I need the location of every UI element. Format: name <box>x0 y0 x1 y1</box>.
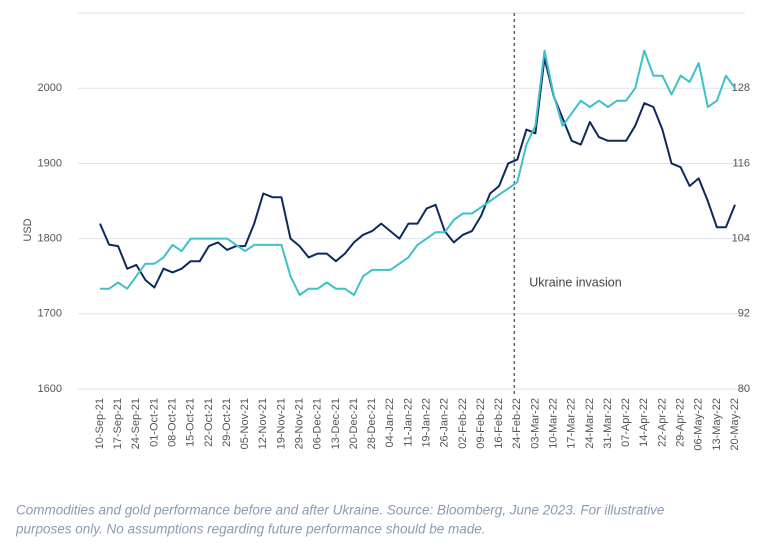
x-tick-label: 26-Jan-22 <box>439 398 451 448</box>
caption: Commodities and gold performance before … <box>16 503 664 518</box>
y-tick-label: 1800 <box>38 233 62 245</box>
y-tick-label: 2000 <box>38 82 62 94</box>
y2-tick-label: 80 <box>738 383 750 395</box>
x-tick-label: 15-Oct-21 <box>185 398 197 447</box>
y-tick-label: 1700 <box>38 308 62 320</box>
x-tick-label: 03-Mar-22 <box>529 398 541 449</box>
x-tick-label: 17-Mar-22 <box>566 398 578 449</box>
caption: purposes only. No assumptions regarding … <box>15 522 486 537</box>
x-tick-label: 29-Apr-22 <box>674 398 686 447</box>
x-tick-label: 16-Feb-22 <box>493 398 505 449</box>
x-tick-label: 09-Feb-22 <box>475 398 487 449</box>
x-tick-label: 07-Apr-22 <box>620 398 632 447</box>
y2-tick-label: 116 <box>732 157 750 169</box>
x-tick-label: 13-May-22 <box>711 398 723 451</box>
x-tick-label: 11-Jan-22 <box>402 398 414 447</box>
x-tick-label: 19-Nov-21 <box>275 398 287 449</box>
x-tick-label: 28-Dec-21 <box>366 398 378 449</box>
x-tick-label: 02-Feb-22 <box>457 398 469 449</box>
x-tick-label: 13-Dec-21 <box>330 398 342 449</box>
x-tick-label: 20-Dec-21 <box>348 398 360 449</box>
x-tick-label: 22-Oct-21 <box>203 398 215 447</box>
series-line <box>99 57 736 289</box>
x-tick-label: 20-May-22 <box>729 398 741 451</box>
y2-tick-label: 128 <box>732 82 750 94</box>
x-tick-label: 29-Nov-21 <box>293 398 305 449</box>
x-tick-label: 04-Jan-22 <box>384 398 396 448</box>
x-tick-label: 12-Nov-21 <box>257 398 269 449</box>
x-tick-label: 24-Mar-22 <box>584 398 596 449</box>
y2-tick-label: 92 <box>738 308 750 320</box>
x-tick-label: 08-Oct-21 <box>166 398 178 447</box>
x-tick-label: 19-Jan-22 <box>420 398 432 448</box>
y-axis-label: USD <box>22 218 34 241</box>
x-tick-label: 31-Mar-22 <box>602 398 614 449</box>
x-tick-label: 24-Feb-22 <box>511 398 523 449</box>
x-tick-label: 01-Oct-21 <box>148 398 160 447</box>
x-tick-label: 06-May-22 <box>693 398 705 451</box>
x-tick-label: 10-Mar-22 <box>547 398 559 449</box>
x-tick-label: 10-Sep-21 <box>94 398 106 449</box>
x-tick-label: 24-Sep-21 <box>130 398 142 449</box>
series-line <box>100 49 736 296</box>
x-tick-label: 29-Oct-21 <box>221 398 233 447</box>
x-tick-label: 05-Nov-21 <box>239 398 251 449</box>
y2-tick-label: 104 <box>732 233 750 245</box>
annotation: Ukraine invasion <box>529 275 621 289</box>
y-tick-label: 1600 <box>38 383 62 395</box>
x-tick-label: 22-Apr-22 <box>656 398 668 447</box>
x-tick-label: 14-Apr-22 <box>638 398 650 447</box>
x-tick-label: 17-Sep-21 <box>112 398 124 449</box>
y-tick-label: 1900 <box>38 157 62 169</box>
x-tick-label: 06-Dec-21 <box>312 398 324 449</box>
